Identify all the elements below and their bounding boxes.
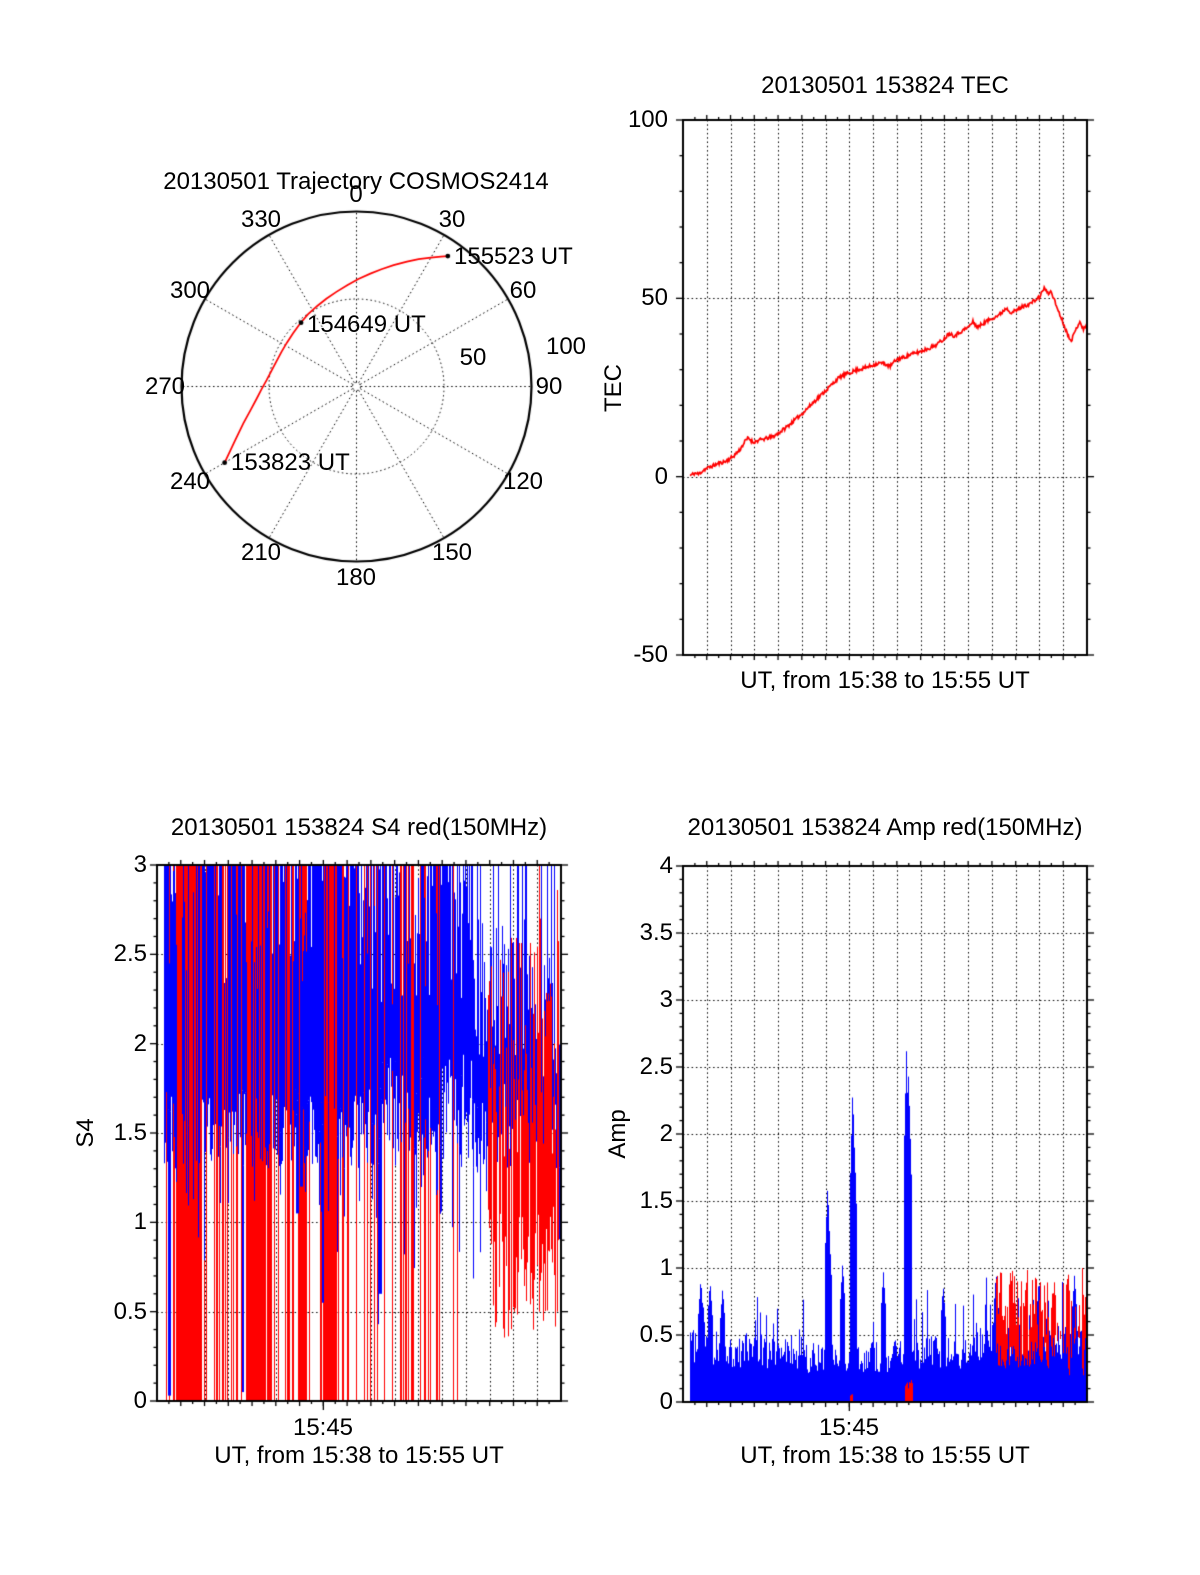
amp-ytick-2: 2 — [659, 1120, 673, 1147]
polar-radial-label-100: 100 — [545, 333, 587, 360]
polar-angle-label-270: 270 — [144, 373, 186, 400]
amp-title: 20130501 153824 Amp red(150MHz) — [687, 814, 1083, 841]
trajectory-annotation-mid: 154649 UT — [307, 311, 426, 338]
s4-ytick-1: 1 — [133, 1208, 147, 1235]
amp-xtick-label: 15:45 — [818, 1414, 880, 1441]
tec-ytick-50: 50 — [641, 284, 668, 311]
amp-ytick-0: 0 — [659, 1388, 673, 1415]
s4-xlabel: UT, from 15:38 to 15:55 UT — [214, 1442, 504, 1469]
tec-xlabel: UT, from 15:38 to 15:55 UT — [740, 667, 1030, 694]
polar-angle-label-120: 120 — [502, 468, 544, 495]
s4-ytick-15: 1.5 — [113, 1119, 147, 1146]
polar-angle-label-90: 90 — [535, 373, 563, 400]
s4-ytick-25: 2.5 — [113, 940, 147, 967]
s4-xtick-label: 15:45 — [292, 1414, 354, 1441]
s4-ylabel: S4 — [72, 1118, 99, 1148]
amp-ytick-1: 1 — [659, 1254, 673, 1281]
s4-ytick-3: 3 — [133, 851, 147, 878]
s4-title: 20130501 153824 S4 red(150MHz) — [170, 814, 548, 841]
polar-angle-label-240: 240 — [169, 468, 211, 495]
amp-ytick-35: 3.5 — [639, 919, 673, 946]
amp-ytick-05: 0.5 — [639, 1321, 673, 1348]
polar-angle-label-150: 150 — [431, 539, 473, 566]
polar-title: 20130501 Trajectory COSMOS2414 — [163, 168, 549, 195]
amp-ytick-25: 2.5 — [639, 1053, 673, 1080]
amp-xlabel: UT, from 15:38 to 15:55 UT — [740, 1442, 1030, 1469]
trajectory-annotation-end: 155523 UT — [454, 243, 573, 270]
tec-ylabel: TEC — [600, 364, 627, 412]
trajectory-annotation-start: 153823 UT — [231, 449, 350, 476]
tec-ytick-100: 100 — [627, 106, 668, 133]
polar-angle-label-0: 0 — [349, 181, 363, 208]
tec-ytick-m50: -50 — [633, 641, 668, 668]
polar-angle-label-210: 210 — [240, 539, 282, 566]
amp-ytick-3: 3 — [659, 986, 673, 1013]
polar-radial-label-50: 50 — [459, 344, 487, 371]
tec-ytick-0: 0 — [654, 463, 668, 490]
tec-title: 20130501 153824 TEC — [761, 72, 1009, 99]
s4-ytick-0: 0 — [133, 1387, 147, 1414]
polar-angle-label-330: 330 — [240, 206, 282, 233]
polar-angle-label-180: 180 — [335, 564, 377, 591]
s4-ytick-05: 0.5 — [113, 1298, 147, 1325]
polar-angle-label-300: 300 — [169, 277, 211, 304]
amp-ylabel: Amp — [604, 1109, 631, 1159]
amp-ytick-4: 4 — [659, 852, 673, 879]
polar-angle-label-60: 60 — [509, 277, 537, 304]
polar-angle-label-30: 30 — [438, 206, 466, 233]
s4-ytick-2: 2 — [133, 1030, 147, 1057]
amp-ytick-15: 1.5 — [639, 1187, 673, 1214]
